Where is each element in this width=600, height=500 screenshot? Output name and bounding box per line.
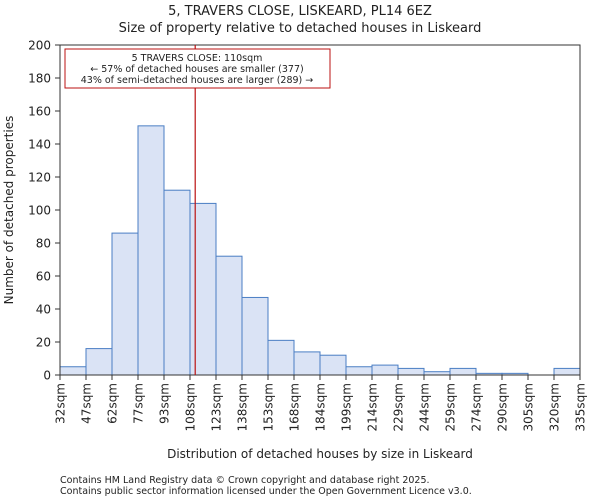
bar-93sqm [163,189,191,376]
y-tick-label: 140 [28,138,51,152]
annotation-line-1: 5 TRAVERS CLOSE: 110sqm [132,53,263,64]
y-tick-label: 20 [36,336,51,350]
x-tick-label: 320sqm [548,383,562,431]
plot-area: 0 20 40 60 80 100 120 140 160 180 200 32sqm 47sqm 62… [28,39,587,432]
bar-153sqm [267,339,295,376]
x-tick-label: 199sqm [340,383,354,431]
bar-229sqm [397,367,425,376]
x-tick-label: 335sqm [574,383,588,431]
bar-184sqm [319,354,347,376]
chart-subtitle: Size of property relative to detached ho… [119,21,482,36]
x-tick-label: 229sqm [392,383,406,431]
x-axis-ticks: 32sqm 47sqm 62sqm 77sqm 93sqm 108sqm 123sqm 138… [54,375,588,431]
x-tick-label: 62sqm [106,383,120,424]
bar-62sqm [111,232,139,376]
footer-line-2: Contains public sector information licen… [60,486,472,497]
x-tick-label: 138sqm [236,383,250,431]
annotation-line-3: 43% of semi-detached houses are larger (… [81,75,314,86]
y-tick-label: 0 [43,369,51,383]
footer-line-1: Contains HM Land Registry data © Crown c… [60,475,430,486]
y-tick-label: 120 [28,171,51,185]
bar-138sqm [241,296,269,376]
x-tick-label: 93sqm [158,383,172,424]
y-tick-label: 80 [36,237,51,251]
x-tick-label: 153sqm [262,383,276,431]
x-tick-label: 305sqm [522,383,536,431]
annotation-line-2: ← 57% of detached houses are smaller (37… [90,64,303,75]
annotation-box: 5 TRAVERS CLOSE: 110sqm ← 57% of detache… [64,48,331,89]
x-tick-label: 47sqm [80,383,94,424]
bar-123sqm [215,255,243,376]
x-tick-label: 108sqm [184,383,198,431]
y-axis-label: Number of detached properties [2,116,16,305]
x-tick-label: 274sqm [470,383,484,431]
annotation-frame [64,48,331,89]
x-tick-label: 32sqm [54,383,68,424]
bar-47sqm [85,348,113,376]
y-tick-label: 180 [28,72,51,86]
y-tick-label: 100 [28,204,51,218]
y-tick-label: 200 [28,39,51,53]
x-tick-label: 168sqm [288,383,302,431]
x-axis-label: Distribution of detached houses by size … [167,447,473,461]
bar-320sqm [553,367,581,376]
bar-199sqm [345,366,373,376]
x-tick-label: 259sqm [444,383,458,431]
x-tick-label: 290sqm [496,383,510,431]
y-tick-label: 60 [36,270,51,284]
bar-259sqm [449,367,477,376]
y-tick-label: 40 [36,303,51,317]
bar-214sqm [371,364,399,376]
chart-title: 5, TRAVERS CLOSE, LISKEARD, PL14 6EZ [168,4,432,19]
x-tick-label: 77sqm [132,383,146,424]
x-tick-label: 244sqm [418,383,432,431]
x-tick-label: 123sqm [210,383,224,431]
bar-77sqm [137,125,165,376]
bar-108sqm [189,202,217,376]
y-axis-ticks: 0 20 40 60 80 100 120 140 160 180 200 [28,39,60,383]
x-tick-label: 184sqm [314,383,328,431]
bars-group [59,125,581,376]
bar-32sqm [59,366,87,376]
y-tick-label: 160 [28,105,51,119]
bar-168sqm [293,351,321,376]
x-tick-label: 214sqm [366,383,380,431]
